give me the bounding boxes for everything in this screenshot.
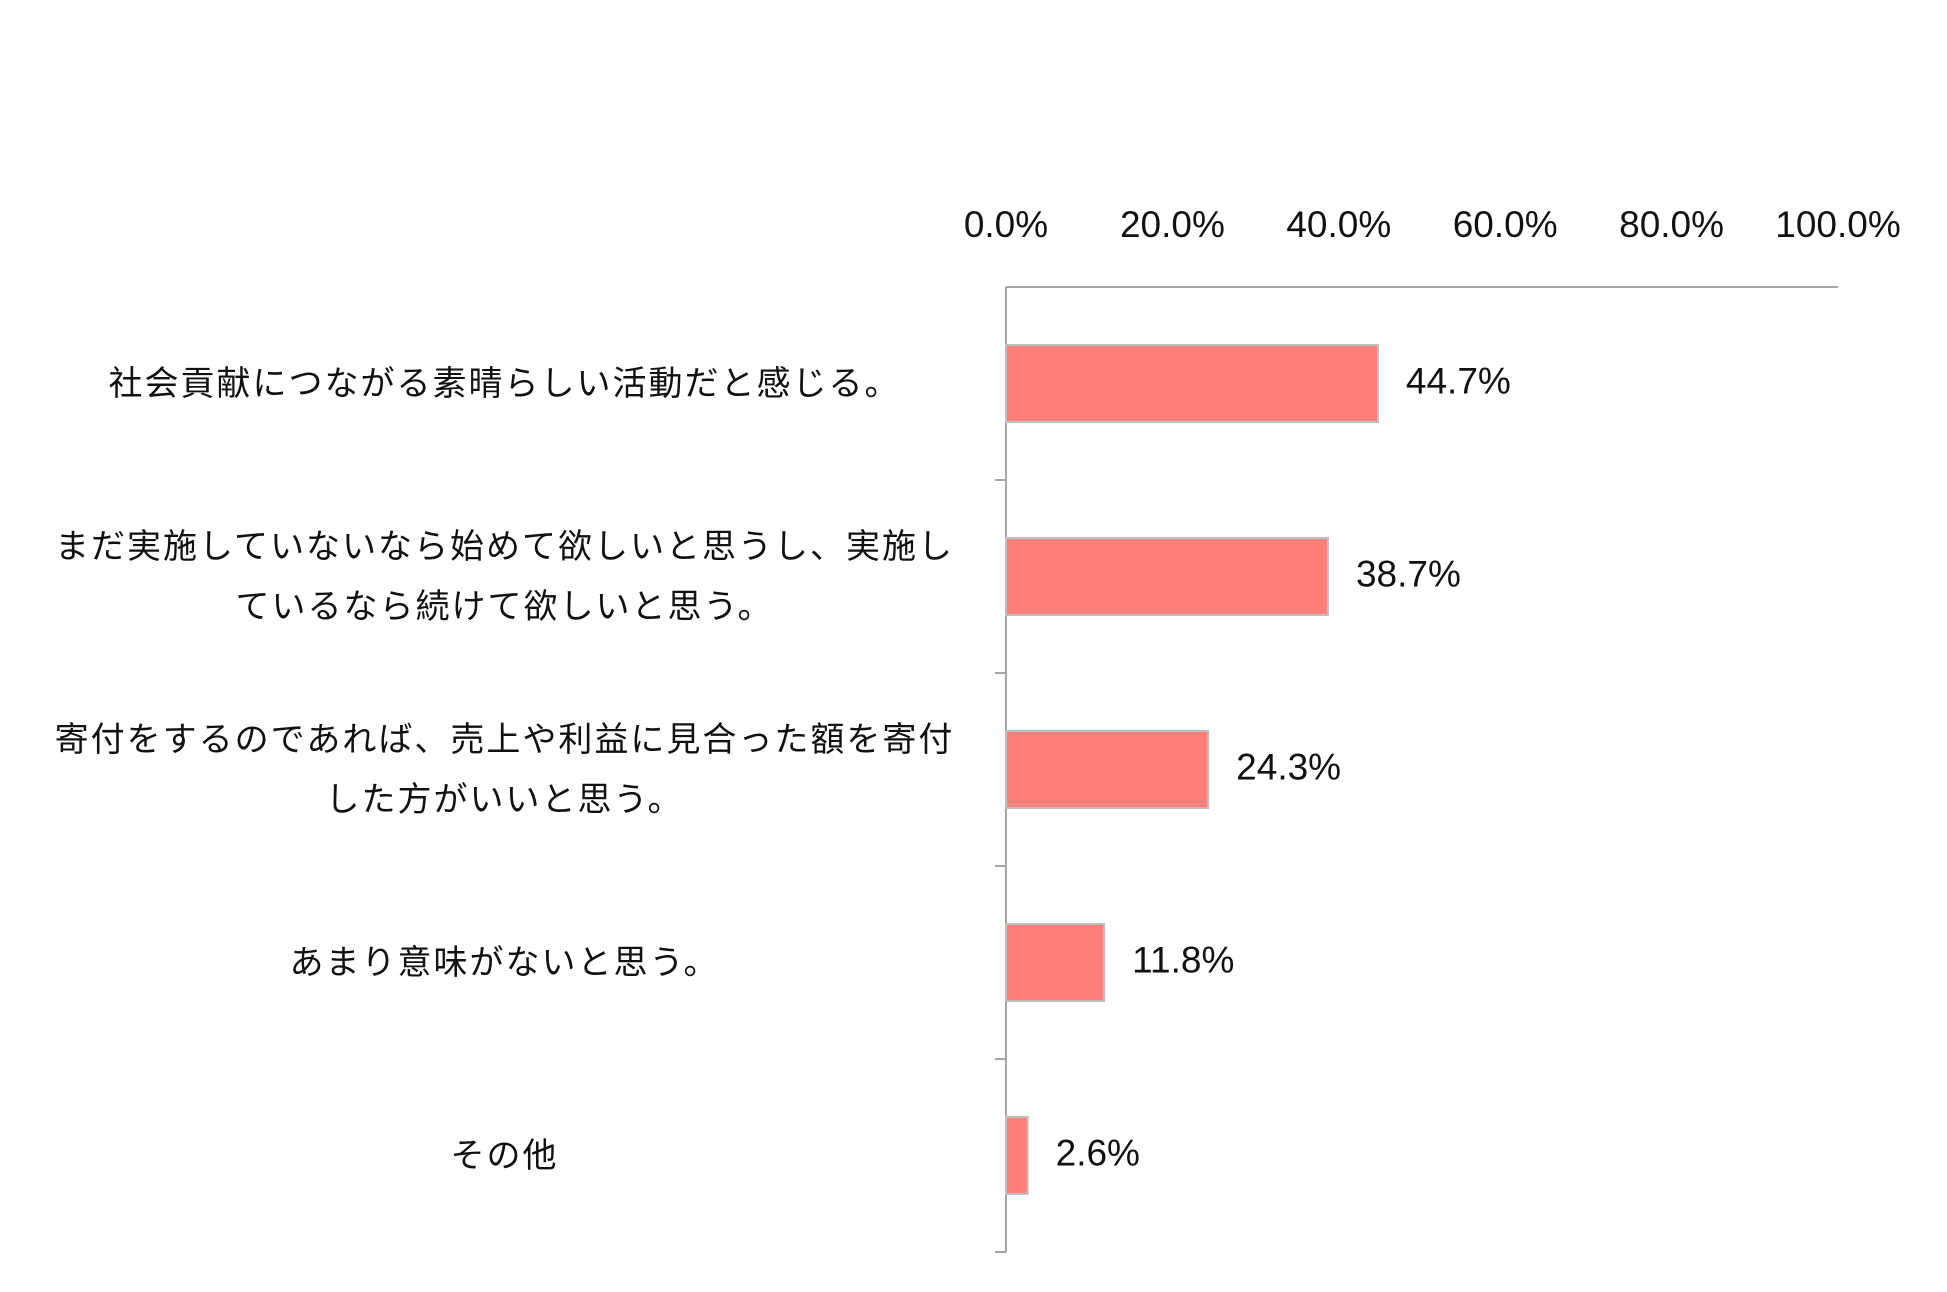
category-label: 社会貢献につながる素晴らしい活動だと感じる。 <box>108 363 901 404</box>
x-tick-label: 40.0% <box>1286 204 1391 245</box>
category-label: その他 <box>450 1135 559 1176</box>
x-tick-label: 60.0% <box>1453 204 1558 245</box>
category-label: まだ実施していないなら始めて欲しいと思うし、実施しているなら続けて欲しいと思う。 <box>55 526 954 627</box>
x-tick-label: 20.0% <box>1120 204 1225 245</box>
bar <box>1005 1116 1029 1195</box>
x-tick-label: 80.0% <box>1619 204 1724 245</box>
value-label: 38.7% <box>1356 553 1461 594</box>
bar <box>1005 344 1379 423</box>
bar <box>1005 537 1329 616</box>
category-label: 寄付をするのであれば、売上や利益に見合った額を寄付した方がいいと思う。 <box>54 719 955 820</box>
value-label: 11.8% <box>1132 939 1234 980</box>
value-label: 24.3% <box>1236 746 1341 787</box>
value-label: 2.6% <box>1056 1132 1140 1173</box>
x-tick-label: 0.0% <box>964 204 1048 245</box>
category-label: あまり意味がないと思う。 <box>289 942 720 983</box>
bar <box>1005 730 1210 809</box>
bar <box>1005 923 1106 1002</box>
x-tick-label: 100.0% <box>1775 204 1901 245</box>
value-label: 44.7% <box>1406 360 1511 401</box>
